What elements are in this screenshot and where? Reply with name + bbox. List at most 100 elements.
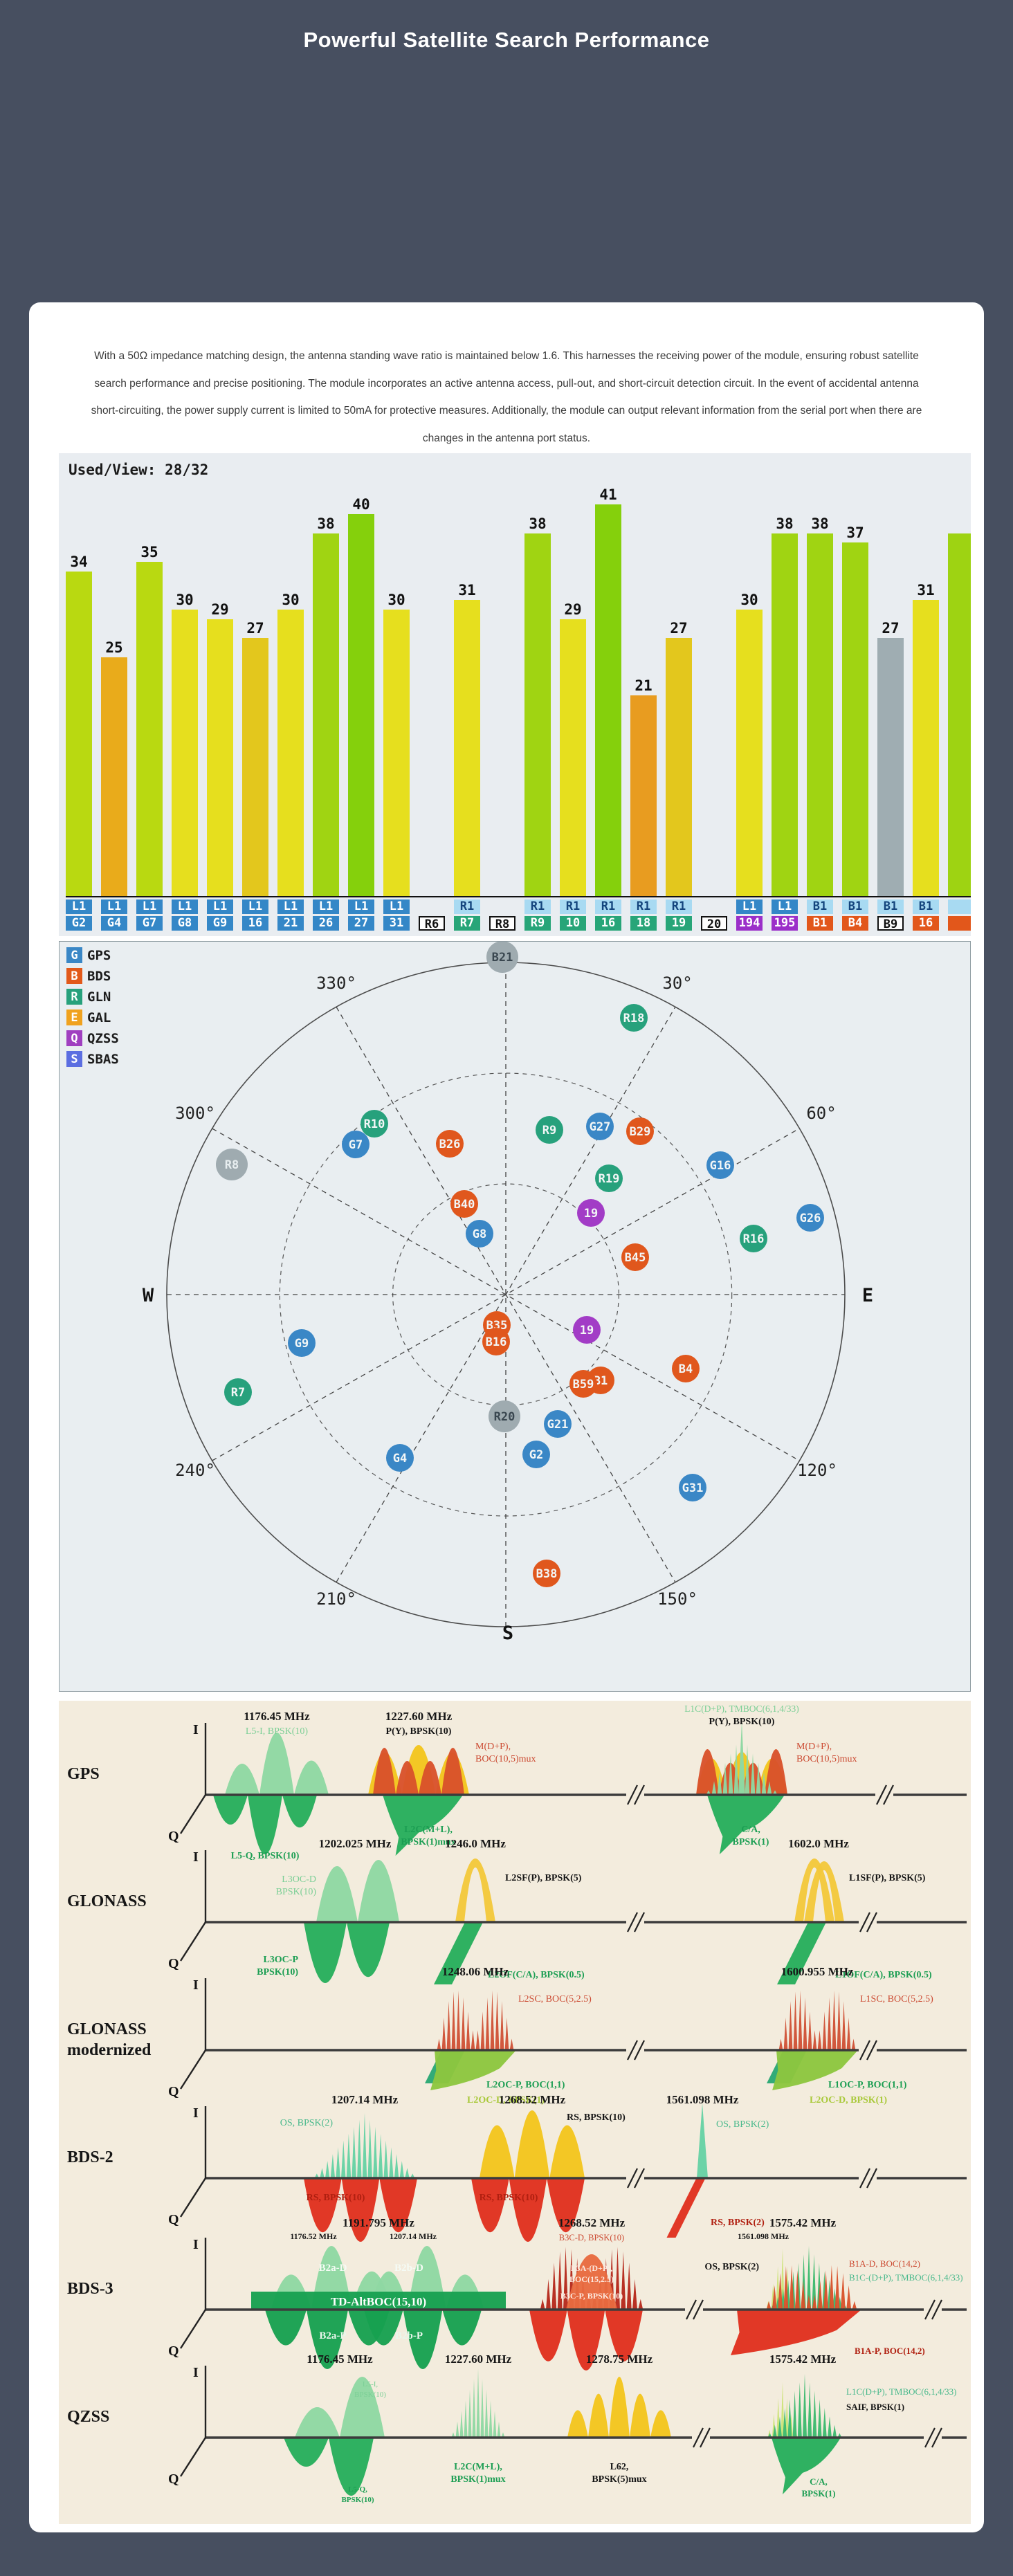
legend-label: BDS — [87, 968, 111, 984]
frequency-label: 1227.60 MHz — [385, 1710, 453, 1723]
bar-label-signal: L1 — [136, 899, 163, 914]
bar — [877, 638, 904, 896]
signal-label: L2OC-D, BPSK(1) — [810, 2095, 887, 2105]
spectrum-shape — [767, 2374, 842, 2438]
frequency-label: 1600.955 MHz — [781, 1965, 854, 1978]
svg-text:R8: R8 — [225, 1158, 239, 1172]
frequency-label: 1278.75 MHz — [586, 2353, 653, 2366]
legend-item-gal: E GAL — [66, 1010, 119, 1025]
bar-label-signal: L1 — [242, 899, 268, 914]
spectrum-shape — [304, 1922, 390, 1983]
signal-label: B2a-P — [319, 2330, 346, 2341]
svg-text:R7: R7 — [231, 1386, 245, 1400]
bar — [595, 504, 621, 896]
legend-swatch-qzss: Q — [66, 1030, 82, 1046]
satellite-marker-G26: G26 — [796, 1204, 824, 1232]
bar-column — [948, 515, 971, 931]
azimuth-tick-label: 240° — [175, 1461, 215, 1480]
signal-label: L2OC-D, BPSK(1) — [467, 2095, 545, 2105]
bar — [666, 638, 692, 896]
bar-column: 37 B1 B4 — [842, 524, 868, 931]
svg-text:R16: R16 — [743, 1232, 765, 1246]
bar-value: 29 — [211, 601, 229, 618]
signal-label: C/A, BPSK(1) — [733, 1825, 769, 1847]
svg-text:R18: R18 — [623, 1012, 645, 1025]
svg-text:G9: G9 — [295, 1337, 309, 1351]
bar — [524, 533, 551, 896]
bar-label-signal: R1 — [524, 899, 551, 914]
compass-label: W — [143, 1285, 154, 1306]
legend-swatch-gps: G — [66, 947, 82, 963]
bar — [277, 610, 304, 896]
frequency-label: 1202.025 MHz — [319, 1837, 392, 1850]
spectrum-shape — [772, 2438, 841, 2494]
frequency-label: 1246.0 MHz — [445, 1837, 506, 1850]
signal-label: L2C(M+L), BPSK(1)mux — [450, 2462, 505, 2485]
azimuth-tick-label: 210° — [316, 1589, 356, 1609]
bar-label-signal: R1 — [454, 899, 480, 914]
bar-column: 38 L1 26 — [313, 515, 339, 931]
spectrum-shape — [766, 2249, 799, 2310]
signal-label: M(D+P), BOC(10,5)mux — [475, 1742, 536, 1764]
axis-label-q: Q — [168, 1829, 179, 1844]
bar-value: 40 — [352, 496, 370, 513]
bar-label-prn: 10 — [560, 916, 586, 931]
signal-label: L2SC, BOC(5,2.5) — [518, 1994, 592, 2004]
signal-label: P(Y), BPSK(10) — [386, 1726, 452, 1737]
signal-label: B3C-D, BPSK(10) — [559, 2233, 624, 2242]
azimuth-tick-label: 30° — [662, 974, 692, 993]
satellite-marker-G8: G8 — [466, 1220, 493, 1248]
signal-label: B2b-P — [395, 2330, 423, 2341]
satellite-marker-B4: B4 — [672, 1355, 700, 1382]
spectrum-shape — [772, 2050, 858, 2090]
legend-label: GLN — [87, 989, 111, 1005]
signal-label: L62, BPSK(5)mux — [592, 2462, 646, 2485]
bar-label-prn: 31 — [383, 916, 410, 931]
legend-item-sbas: S SBAS — [66, 1051, 119, 1067]
signal-label: TD-AltBOC(15,10) — [331, 2295, 426, 2308]
signal-label: B1C-(D+P), TMBOC(6,1,4/33) — [849, 2272, 963, 2283]
frequency-spectrum-panel: GPS I Q 1176.45 MHz 1227.60 MHz 1575.42 MHz L5… — [59, 1701, 971, 2524]
spectrum-shape — [770, 2246, 848, 2310]
bar-label-prn: R8 — [489, 916, 515, 931]
legend-item-bds: B BDS — [66, 968, 119, 984]
bar — [207, 619, 233, 896]
spectrum-shape — [567, 2377, 671, 2438]
axis-label-i: I — [193, 1722, 199, 1737]
bar-label-signal: L1 — [772, 899, 798, 914]
bar-column: 27 R1 19 — [666, 620, 692, 931]
bar-value: 21 — [635, 677, 652, 694]
svg-text:G2: G2 — [529, 1448, 543, 1462]
axis-label-i: I — [193, 1977, 199, 1993]
spectrum-shape — [696, 1749, 787, 1795]
bar-value: 35 — [140, 544, 158, 560]
bar-label-signal: L1 — [277, 899, 304, 914]
signal-label: L1SC, BOC(5,2.5) — [860, 1994, 933, 2004]
svg-text:B26: B26 — [439, 1138, 461, 1151]
signal-label: RS, BPSK(10) — [307, 2193, 365, 2203]
spectrum-shape — [794, 1858, 834, 1922]
bar — [913, 600, 939, 896]
bar-label-prn: R7 — [454, 916, 480, 931]
signal-label: L5-Q, BPSK(10) — [231, 1851, 300, 1861]
legend-item-qzss: Q QZSS — [66, 1030, 119, 1046]
satellite-marker-R8: R8 — [216, 1149, 248, 1180]
bar-column: 21 R1 18 — [630, 677, 657, 931]
bar-label-signal: B1 — [842, 899, 868, 914]
bar — [313, 533, 339, 896]
spectrum-shape — [778, 1990, 856, 2050]
spectrum-shape — [430, 2050, 516, 2090]
spectrum-shape — [566, 2254, 617, 2310]
svg-text:G21: G21 — [547, 1418, 569, 1432]
bar-value: 27 — [670, 620, 688, 637]
bar-value: 38 — [317, 515, 335, 532]
bar-label-signal: B1 — [877, 899, 904, 914]
bar-column: 30 L1 194 — [736, 592, 763, 931]
bar-label-prn: 19 — [666, 916, 692, 931]
bar-label-signal — [948, 899, 971, 914]
spectrum-shape — [383, 1795, 463, 1856]
frequency-label: 1207.14 MHz — [331, 2093, 399, 2106]
bar-column: 20 — [701, 878, 727, 931]
axis-label-i: I — [193, 2105, 199, 2121]
